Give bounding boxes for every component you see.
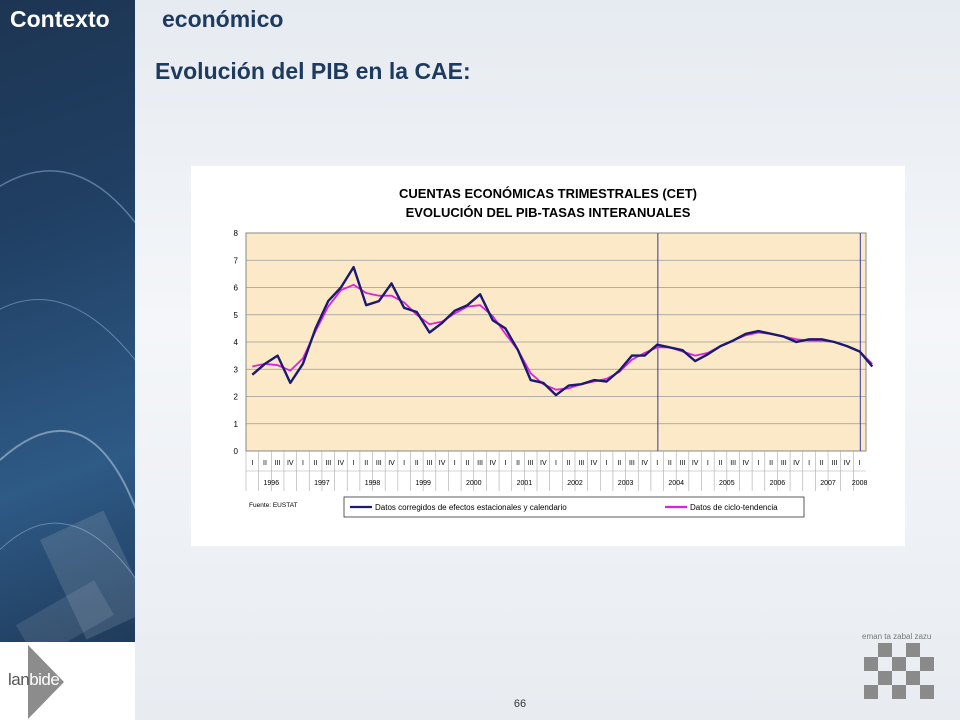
x-quarter-label: II <box>364 460 368 467</box>
x-quarter-label: II <box>719 460 723 467</box>
y-tick-label: 6 <box>234 284 239 293</box>
x-quarter-label: III <box>781 460 787 467</box>
chart-legend <box>343 496 805 518</box>
y-tick-label: 1 <box>234 420 239 429</box>
x-quarter-label: I <box>251 460 253 467</box>
logo-area <box>0 642 135 720</box>
x-quarter-label: IV <box>742 460 749 467</box>
y-tick-label: 7 <box>234 256 239 265</box>
x-quarter-label: III <box>325 460 331 467</box>
slide-subtitle: Evolución del PIB en la CAE: <box>155 58 471 84</box>
x-quarter-label: II <box>465 460 469 467</box>
x-quarter-label: III <box>376 460 382 467</box>
decorative-curves <box>0 170 135 660</box>
x-year-label: 2004 <box>668 480 684 487</box>
x-quarter-label: II <box>567 460 571 467</box>
x-year-label: 2002 <box>567 480 583 487</box>
legend-label: Datos de ciclo-tendencia <box>690 503 778 512</box>
basque-gov-logo <box>864 643 934 699</box>
series-line-0 <box>251 265 874 397</box>
y-tick-label: 5 <box>234 311 239 320</box>
x-year-label: 1997 <box>314 480 330 487</box>
y-tick-label: 8 <box>234 229 239 238</box>
x-quarter-label: I <box>757 460 759 467</box>
x-quarter-label: II <box>415 460 419 467</box>
x-quarter-label: IV <box>388 460 395 467</box>
x-year-label: 2008 <box>852 480 868 487</box>
x-quarter-label: IV <box>287 460 294 467</box>
slide-title-part2: económico <box>162 6 284 32</box>
x-quarter-label: III <box>629 460 635 467</box>
x-quarter-label: I <box>859 460 861 467</box>
x-quarter-label: I <box>454 460 456 467</box>
x-quarter-label: IV <box>439 460 446 467</box>
x-year-label: 2005 <box>719 480 735 487</box>
x-quarter-label: I <box>555 460 557 467</box>
x-quarter-label: III <box>528 460 534 467</box>
y-tick-label: 0 <box>234 447 239 456</box>
x-quarter-label: III <box>831 460 837 467</box>
x-quarter-label: I <box>707 460 709 467</box>
x-quarter-label: III <box>427 460 433 467</box>
chart-title: CUENTAS ECONÓMICAS TRIMESTRALES (CET) <box>399 186 697 201</box>
lanbide-logo: lanbide <box>8 670 60 689</box>
x-quarter-label: I <box>606 460 608 467</box>
x-year-label: 1998 <box>365 480 381 487</box>
x-quarter-label: III <box>275 460 281 467</box>
left-decorative-panel <box>0 0 135 720</box>
x-quarter-label: I <box>353 460 355 467</box>
x-quarter-label: II <box>820 460 824 467</box>
chart-subtitle: EVOLUCIÓN DEL PIB-TASAS INTERANUALES <box>406 205 691 220</box>
x-year-label: 1999 <box>415 480 431 487</box>
x-quarter-label: IV <box>591 460 598 467</box>
x-quarter-label: IV <box>540 460 547 467</box>
basque-gov-text: eman ta zabal zazu <box>862 632 932 641</box>
chart-container: CUENTAS ECONÓMICAS TRIMESTRALES (CET) EV… <box>191 166 905 546</box>
x-year-label: 2000 <box>466 480 482 487</box>
x-quarter-label: II <box>314 460 318 467</box>
x-quarter-label: III <box>730 460 736 467</box>
slide-title-part1: Contexto <box>10 6 110 32</box>
x-quarter-label: IV <box>338 460 345 467</box>
x-year-label: 2001 <box>517 480 533 487</box>
y-tick-label: 2 <box>234 393 239 402</box>
x-year-label: 2007 <box>820 480 836 487</box>
x-quarter-label: IV <box>793 460 800 467</box>
lanbide-logo-shape <box>28 645 64 719</box>
y-tick-label: 4 <box>234 338 239 347</box>
x-year-label: 2003 <box>618 480 634 487</box>
chart-source: Fuente: EUSTAT <box>249 502 298 509</box>
x-quarter-label: III <box>477 460 483 467</box>
x-quarter-label: I <box>302 460 304 467</box>
page-number: 66 <box>513 698 527 710</box>
pib-line-chart: CUENTAS ECONÓMICAS TRIMESTRALES (CET) EV… <box>234 186 874 518</box>
x-quarter-label: III <box>680 460 686 467</box>
x-quarter-label: I <box>504 460 506 467</box>
x-quarter-label: I <box>808 460 810 467</box>
y-tick-label: 3 <box>234 365 239 374</box>
x-quarter-label: II <box>263 460 267 467</box>
x-quarter-label: II <box>516 460 520 467</box>
x-quarter-label: I <box>403 460 405 467</box>
x-quarter-label: II <box>617 460 621 467</box>
legend-label: Datos corregidos de efectos estacionales… <box>375 503 567 512</box>
x-quarter-label: IV <box>844 460 851 467</box>
x-year-label: 2006 <box>770 480 786 487</box>
x-quarter-label: IV <box>489 460 496 467</box>
x-quarter-label: IV <box>641 460 648 467</box>
x-quarter-label: II <box>769 460 773 467</box>
x-quarter-label: I <box>656 460 658 467</box>
x-quarter-label: IV <box>692 460 699 467</box>
x-year-label: 1996 <box>264 480 280 487</box>
x-quarter-label: II <box>668 460 672 467</box>
x-quarter-label: III <box>578 460 584 467</box>
